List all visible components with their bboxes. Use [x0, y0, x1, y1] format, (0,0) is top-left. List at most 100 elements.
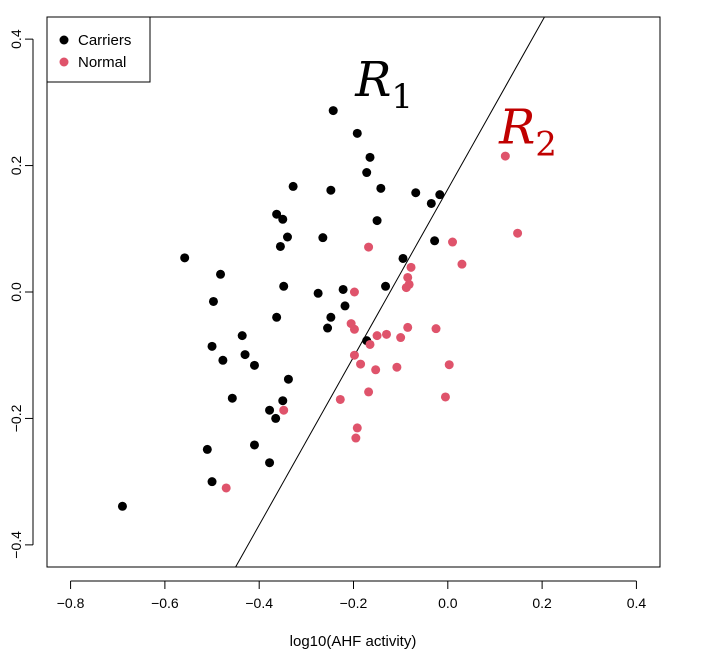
point-carriers	[275, 241, 285, 251]
decision-lines	[235, 16, 545, 568]
point-carriers	[279, 281, 289, 291]
legend-marker-carriers	[59, 35, 69, 45]
point-carriers	[288, 181, 298, 191]
point-normal	[513, 228, 523, 238]
point-carriers	[237, 331, 247, 341]
legend: Carriers Normal	[46, 16, 151, 83]
x-tick-label: −0.4	[245, 595, 273, 611]
point-carriers	[326, 312, 336, 322]
x-tick-label: −0.2	[340, 595, 368, 611]
y-tick-label: 0.0	[8, 282, 24, 302]
y-tick-label: 0.4	[8, 29, 24, 49]
x-tick-label: 0.0	[438, 595, 458, 611]
data-points	[117, 106, 523, 511]
legend-box	[46, 16, 151, 83]
point-normal	[372, 331, 382, 341]
point-carriers	[362, 168, 372, 178]
legend-label-carriers: Carriers	[78, 32, 131, 49]
point-carriers	[227, 393, 237, 403]
x-axis-label: log10(AHF activity)	[290, 633, 417, 650]
y-tick-label: 0.2	[8, 156, 24, 176]
point-normal	[349, 350, 359, 360]
point-normal	[403, 322, 413, 332]
point-normal	[392, 362, 402, 372]
x-tick-label: 0.2	[532, 595, 552, 611]
point-normal	[365, 339, 375, 349]
legend-label-normal: Normal	[78, 54, 126, 71]
point-carriers	[381, 281, 391, 291]
point-carriers	[398, 253, 408, 263]
point-carriers	[208, 296, 218, 306]
point-normal	[457, 259, 467, 269]
point-carriers	[426, 198, 436, 208]
point-normal	[352, 423, 362, 433]
point-normal	[396, 333, 406, 343]
point-carriers	[272, 312, 282, 322]
point-carriers	[326, 185, 336, 195]
x-axis: −0.8 −0.6 −0.4 −0.2 0.0 0.2 0.4	[57, 580, 647, 611]
boundary-line	[235, 16, 545, 568]
point-carriers	[318, 233, 328, 243]
point-carriers	[117, 501, 127, 511]
point-normal	[335, 394, 345, 404]
point-normal	[440, 392, 450, 402]
point-normal	[279, 405, 289, 415]
point-carriers	[218, 355, 228, 365]
point-normal	[364, 387, 374, 397]
point-carriers	[207, 341, 217, 351]
point-carriers	[272, 209, 282, 219]
point-carriers	[430, 236, 440, 246]
plot-frame	[46, 16, 661, 568]
region-annotations: R1 R2	[354, 52, 557, 164]
point-carriers	[435, 190, 445, 200]
point-carriers	[240, 350, 250, 360]
y-axis: −0.4 −0.2 0.0 0.2 0.4	[8, 29, 34, 559]
point-carriers	[249, 360, 259, 370]
point-carriers	[202, 444, 212, 454]
point-carriers	[282, 232, 292, 242]
point-carriers	[216, 269, 226, 279]
point-carriers	[376, 183, 386, 193]
point-carriers	[328, 106, 338, 116]
x-tick-label: 0.4	[627, 595, 647, 611]
region-label-1: R1	[354, 52, 413, 117]
x-tick-label: −0.6	[151, 595, 179, 611]
point-normal	[364, 242, 374, 252]
point-carriers	[271, 413, 281, 423]
point-carriers	[207, 477, 217, 487]
point-normal	[346, 319, 356, 329]
point-normal	[221, 483, 231, 493]
point-normal	[403, 272, 413, 282]
point-carriers	[411, 188, 421, 198]
y-tick-label: −0.4	[8, 531, 24, 559]
point-normal	[500, 151, 510, 161]
point-normal	[406, 262, 416, 272]
point-carriers	[278, 214, 288, 224]
point-carriers	[313, 288, 323, 298]
point-carriers	[365, 152, 375, 162]
point-normal	[382, 329, 392, 339]
legend-marker-normal	[59, 57, 69, 67]
point-carriers	[265, 458, 275, 468]
point-carriers	[278, 396, 288, 406]
y-tick-label: −0.2	[8, 404, 24, 432]
point-carriers	[283, 374, 293, 384]
point-normal	[349, 287, 359, 297]
point-carriers	[323, 323, 333, 333]
point-carriers	[180, 253, 190, 263]
x-tick-label: −0.8	[57, 595, 85, 611]
point-normal	[448, 237, 458, 247]
point-carriers	[352, 128, 362, 138]
point-carriers	[265, 405, 275, 415]
point-normal	[444, 360, 454, 370]
point-normal	[371, 365, 381, 375]
region-label-2: R2	[498, 99, 557, 164]
point-normal	[401, 283, 411, 293]
point-carriers	[249, 440, 259, 450]
point-normal	[431, 324, 441, 334]
point-normal	[356, 359, 366, 369]
point-carriers	[338, 284, 348, 294]
point-carriers	[372, 216, 382, 226]
point-carriers	[340, 301, 350, 311]
